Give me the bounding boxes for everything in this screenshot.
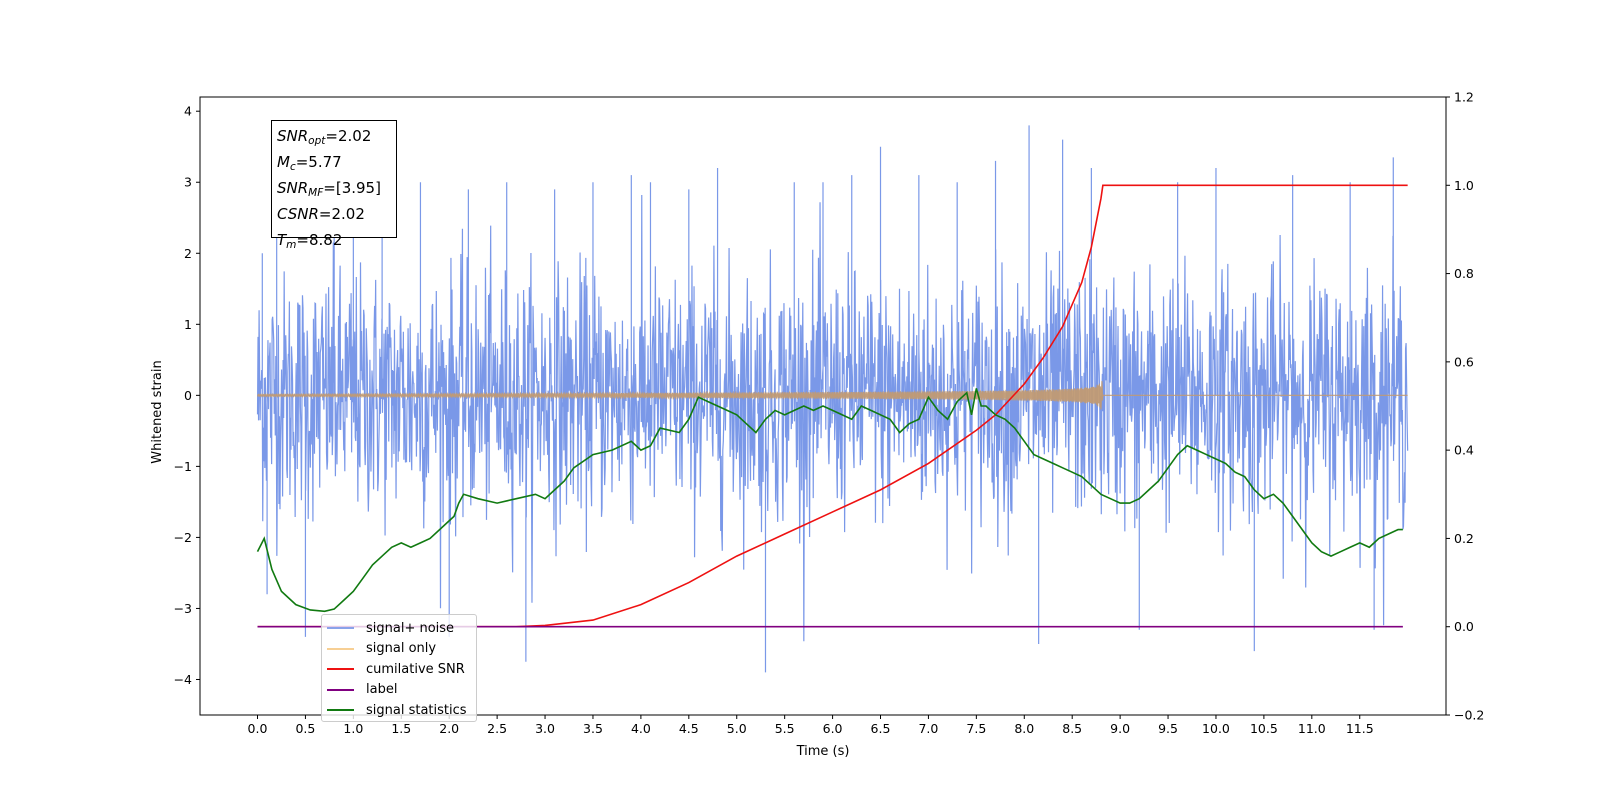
annotation-mc: Mc=5.77 xyxy=(277,153,342,173)
y2-tick-label: 0.8 xyxy=(1454,266,1474,281)
x-tick-label: 1.0 xyxy=(343,721,363,736)
legend-swatch xyxy=(327,709,354,712)
legend: signal+ noise signal only cumilative SNR… xyxy=(321,614,477,722)
x-tick-label: 8.5 xyxy=(1062,721,1082,736)
y2-tick-label: −0.2 xyxy=(1454,708,1484,723)
series-cumulative-snr xyxy=(257,184,1408,628)
y2-tick-label: 1.2 xyxy=(1454,90,1474,105)
legend-label: label xyxy=(366,682,398,698)
x-tick-label: 9.0 xyxy=(1110,721,1130,736)
annotation-box: SNRopt=2.02 Mc=5.77 SNRMF=[3.95] CSNR=2.… xyxy=(271,120,397,251)
x-tick-label: 7.0 xyxy=(918,721,938,736)
x-tick-label: 6.5 xyxy=(871,721,891,736)
x-tick-label: 10.0 xyxy=(1202,721,1230,736)
y-tick-label: 3 xyxy=(184,175,192,190)
x-tick-label: 10.5 xyxy=(1250,721,1278,736)
plot-frame xyxy=(199,96,1447,716)
x-tick-label: 8.0 xyxy=(1014,721,1034,736)
legend-label: signal+ noise xyxy=(366,620,455,636)
series-group xyxy=(256,125,1409,673)
legend-item-label: label xyxy=(327,680,476,701)
x-tick-label: 5.0 xyxy=(727,721,747,736)
legend-item-signal-only: signal only xyxy=(327,639,476,660)
x-tick-label: 11.0 xyxy=(1298,721,1326,736)
series-signal-only xyxy=(256,381,1408,410)
legend-item-signal-statistics: signal statistics xyxy=(327,700,476,721)
legend-label: cumilative SNR xyxy=(366,661,465,677)
x-tick-label: 2.0 xyxy=(439,721,459,736)
y2-tick-label: 1.0 xyxy=(1454,178,1474,193)
x-tick-label: 3.5 xyxy=(583,721,603,736)
axes: 0.0 0.5 1.0 1.5 2.0 2.5 3.0 3.5 4.0 4.5 5.0 5.5 6.0 6… xyxy=(174,90,1485,737)
y-tick-label: −4 xyxy=(174,672,192,687)
series-signal-statistics xyxy=(256,388,1403,613)
y-tick-label: −1 xyxy=(174,459,192,474)
x-tick-label: 2.5 xyxy=(487,721,507,736)
y-tick-label: 1 xyxy=(184,317,192,332)
x-tick-label: 5.5 xyxy=(775,721,795,736)
series-signal-noise xyxy=(256,125,1409,673)
legend-label: signal only xyxy=(366,641,437,657)
y2-tick-label: 0.2 xyxy=(1454,531,1474,546)
y2-tick-label: 0.4 xyxy=(1454,443,1474,458)
x-tick-label: 4.5 xyxy=(679,721,699,736)
y-tick-label: 2 xyxy=(184,246,192,261)
x-axis-label: Time (s) xyxy=(796,744,850,759)
annotation-snr-mf: SNRMF=[3.95] xyxy=(277,179,381,199)
x-tick-label: 0.0 xyxy=(248,721,268,736)
x-tick-label: 9.5 xyxy=(1158,721,1178,736)
x-tick-label: 1.5 xyxy=(391,721,411,736)
annotation-snr-opt: SNRopt=2.02 xyxy=(277,127,372,147)
y-axis-label: Whitened strain xyxy=(150,360,165,463)
legend-label: signal statistics xyxy=(366,702,467,718)
annotation-tm: Tm=8.82 xyxy=(277,231,343,251)
legend-swatch xyxy=(327,627,354,630)
x-tick-label: 4.0 xyxy=(631,721,651,736)
legend-swatch xyxy=(327,688,354,691)
x-tick-label: 3.0 xyxy=(535,721,555,736)
annotation-csnr: CSNR=2.02 xyxy=(277,205,365,223)
y2-tick-label: 0.0 xyxy=(1454,619,1474,634)
x-tick-label: 6.0 xyxy=(823,721,843,736)
y-tick-label: −2 xyxy=(174,530,192,545)
x-tick-label: 0.5 xyxy=(295,721,315,736)
x-tick-label: 7.5 xyxy=(966,721,986,736)
legend-item-signal-noise: signal+ noise xyxy=(327,618,476,639)
y-tick-label: −3 xyxy=(174,601,192,616)
y2-tick-label: 0.6 xyxy=(1454,354,1474,369)
y-tick-label: 0 xyxy=(184,388,192,403)
plot-area xyxy=(256,125,1409,673)
y-tick-label: 4 xyxy=(184,104,192,119)
x-tick-label: 11.5 xyxy=(1346,721,1374,736)
legend-item-cumulative-snr: cumilative SNR xyxy=(327,659,476,680)
legend-swatch xyxy=(327,668,354,671)
legend-swatch xyxy=(327,647,354,650)
